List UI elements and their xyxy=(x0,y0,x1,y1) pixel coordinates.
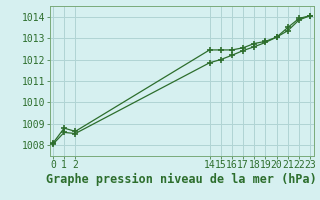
X-axis label: Graphe pression niveau de la mer (hPa): Graphe pression niveau de la mer (hPa) xyxy=(46,173,317,186)
